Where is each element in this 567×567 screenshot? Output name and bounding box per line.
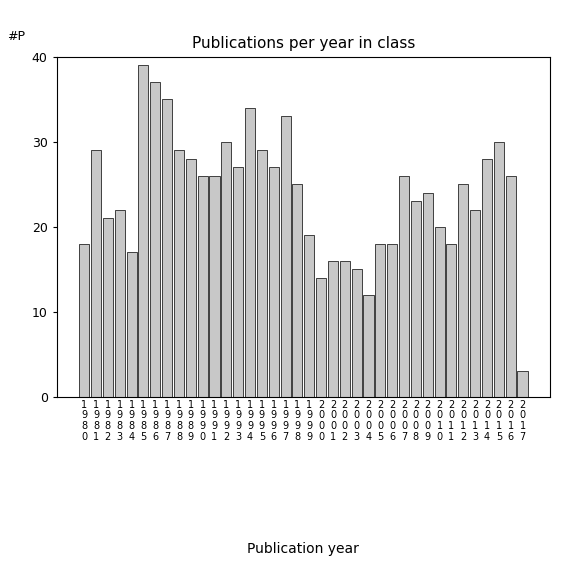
Title: Publications per year in class: Publications per year in class bbox=[192, 36, 415, 52]
Bar bbox=[470, 210, 480, 397]
Bar bbox=[91, 150, 101, 397]
Bar bbox=[281, 116, 291, 397]
Bar bbox=[340, 261, 350, 397]
Bar bbox=[138, 65, 149, 397]
Bar bbox=[506, 176, 516, 397]
Bar bbox=[434, 227, 445, 397]
Text: Publication year: Publication year bbox=[247, 541, 359, 556]
Bar bbox=[245, 108, 255, 397]
Bar bbox=[352, 269, 362, 397]
Bar bbox=[363, 295, 374, 397]
Bar bbox=[316, 278, 326, 397]
Bar bbox=[399, 176, 409, 397]
Bar bbox=[518, 371, 527, 397]
Bar bbox=[126, 252, 137, 397]
Bar bbox=[387, 244, 397, 397]
Bar bbox=[375, 244, 386, 397]
Bar bbox=[446, 244, 456, 397]
Bar bbox=[494, 142, 504, 397]
Bar bbox=[328, 261, 338, 397]
Bar bbox=[186, 159, 196, 397]
Bar bbox=[198, 176, 208, 397]
Bar bbox=[103, 218, 113, 397]
Bar bbox=[79, 244, 89, 397]
Bar bbox=[423, 193, 433, 397]
Bar bbox=[209, 176, 219, 397]
Bar bbox=[293, 184, 302, 397]
Bar bbox=[233, 167, 243, 397]
Text: #P: #P bbox=[7, 30, 26, 43]
Bar bbox=[150, 82, 160, 397]
Bar bbox=[482, 159, 492, 397]
Bar bbox=[458, 184, 468, 397]
Bar bbox=[221, 142, 231, 397]
Bar bbox=[411, 201, 421, 397]
Bar bbox=[304, 235, 314, 397]
Bar bbox=[115, 210, 125, 397]
Bar bbox=[174, 150, 184, 397]
Bar bbox=[269, 167, 279, 397]
Bar bbox=[257, 150, 267, 397]
Bar bbox=[162, 99, 172, 397]
